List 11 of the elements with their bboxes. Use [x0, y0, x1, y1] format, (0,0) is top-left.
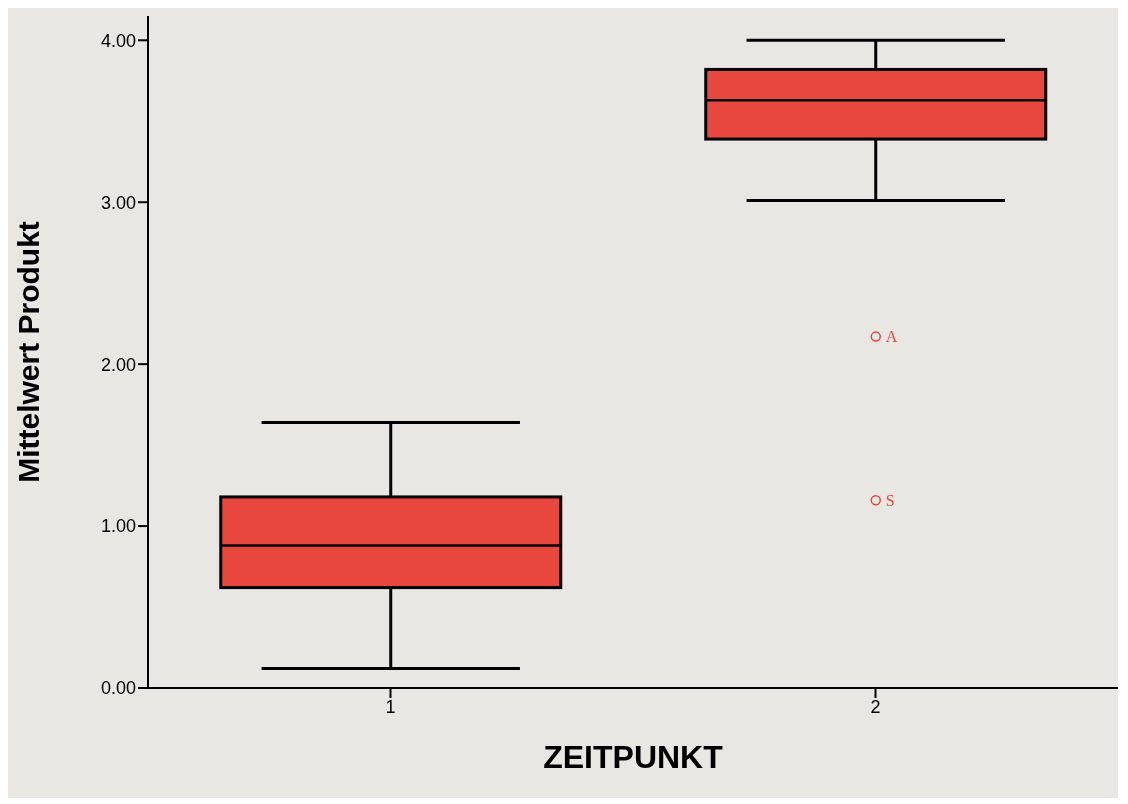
annotation: A: [885, 328, 898, 346]
x-tick-label: 1: [385, 696, 396, 717]
y-tick-label: 1.00: [100, 516, 136, 537]
x-tick-label: 2: [870, 696, 881, 717]
annotation: S: [885, 491, 895, 509]
y-tick-label: 0.00: [100, 678, 136, 699]
y-tick-label: 4.00: [100, 30, 136, 51]
y-axis-title: Mittelwert Produkt: [11, 221, 45, 483]
y-tick-label: 3.00: [100, 192, 136, 213]
y-tick-label: 2.00: [100, 354, 136, 375]
x-axis-title: ZEITPUNKT: [543, 739, 724, 775]
